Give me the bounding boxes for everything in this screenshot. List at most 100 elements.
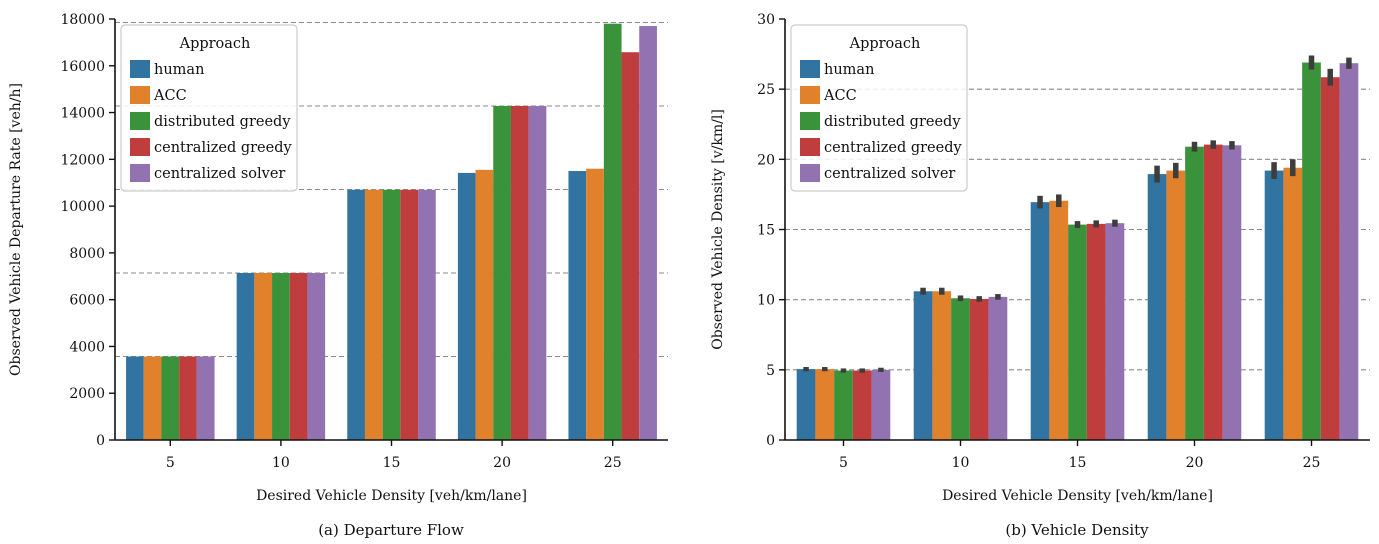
bar-centralized-greedy-15 xyxy=(1086,223,1106,440)
departure-flow-chart: 0 2000 4000 6000 8000 10000 12000 14000 16000 180… xyxy=(8,12,668,539)
bar-distributed-greedy-25 xyxy=(603,23,622,441)
y-tick-label: 4000 xyxy=(69,339,105,355)
bar-human-10 xyxy=(913,291,933,440)
y-tick-label: 14000 xyxy=(60,106,105,122)
bar-centralized-greedy-5 xyxy=(852,370,872,440)
x-tick-label: 20 xyxy=(493,455,511,471)
bar-centralized-solver-10 xyxy=(307,273,326,440)
bar-ACC-20 xyxy=(475,169,494,440)
legend-title: Approach xyxy=(179,36,251,52)
x-tick-label: 25 xyxy=(604,455,622,471)
legend-swatch xyxy=(800,112,820,130)
legend-label: human xyxy=(824,62,874,78)
bar-ACC-5 xyxy=(815,369,835,440)
y-tick-label: 30 xyxy=(757,12,775,28)
x-tick-label: 15 xyxy=(383,455,401,471)
bar-centralized-greedy-10 xyxy=(969,298,989,440)
bar-ACC-25 xyxy=(586,168,604,440)
vehicle-density-chart: 0 5 10 15 20 25 30 5 10 15 20 25 Desired Vehicle Den… xyxy=(710,12,1370,539)
bar-ACC-15 xyxy=(364,189,383,440)
legend-box xyxy=(790,24,968,192)
legend-swatch xyxy=(130,60,150,78)
bar-centralized-greedy-10 xyxy=(289,273,308,440)
y-tick-label: 12000 xyxy=(60,152,105,168)
y-tick-label: 6000 xyxy=(69,293,105,309)
bar-distributed-greedy-15 xyxy=(1068,224,1087,440)
legend-swatch xyxy=(800,86,820,104)
bar-centralized-solver-15 xyxy=(418,189,436,440)
legend-label: distributed greedy xyxy=(154,114,291,130)
bar-centralized-greedy-20 xyxy=(1203,144,1223,440)
legend-label: human xyxy=(154,62,204,78)
bar-centralized-solver-15 xyxy=(1105,223,1125,440)
x-axis-label: Desired Vehicle Density [veh/km/lane] xyxy=(942,488,1213,504)
legend-swatch xyxy=(130,112,150,130)
bar-distributed-greedy-20 xyxy=(493,106,511,441)
bar-centralized-solver-10 xyxy=(988,296,1008,440)
x-axis-label: Desired Vehicle Density [veh/km/lane] xyxy=(256,488,527,504)
y-tick-label: 16000 xyxy=(60,59,105,75)
bar-ACC-5 xyxy=(143,356,162,440)
bar-ACC-25 xyxy=(1283,167,1303,440)
bar-centralized-greedy-15 xyxy=(400,189,419,440)
figure-caption: (b) Vehicle Density xyxy=(1005,521,1149,539)
bar-human-25 xyxy=(1264,170,1284,440)
bar-ACC-10 xyxy=(932,291,952,440)
bar-centralized-solver-5 xyxy=(196,356,215,440)
y-tick-label: 10000 xyxy=(60,199,105,215)
legend-label: ACC xyxy=(153,88,187,104)
x-tick-label: 25 xyxy=(1303,455,1321,471)
bar-human-25 xyxy=(568,171,587,440)
bar-distributed-greedy-10 xyxy=(272,273,290,440)
bar-human-20 xyxy=(457,172,476,440)
bar-centralized-greedy-5 xyxy=(179,356,197,440)
bar-distributed-greedy-5 xyxy=(834,370,853,440)
bar-distributed-greedy-10 xyxy=(951,298,970,440)
legend-swatch xyxy=(800,164,820,182)
bar-distributed-greedy-5 xyxy=(161,356,180,440)
bar-centralized-solver-25 xyxy=(639,26,657,441)
legend-swatch xyxy=(130,86,150,104)
legend-label: centralized greedy xyxy=(154,140,292,156)
legend-title: Approach xyxy=(849,36,921,52)
legend-label: centralized solver xyxy=(824,166,955,182)
legend: Approach human ACC distributed greedy centra… xyxy=(790,24,968,192)
bar-distributed-greedy-20 xyxy=(1185,146,1204,440)
y-axis-label: Observed Vehicle Density [v/km/l] xyxy=(710,109,726,350)
bar-centralized-solver-25 xyxy=(1339,63,1359,441)
y-tick-label: 0 xyxy=(766,433,775,449)
bar-centralized-solver-20 xyxy=(528,106,547,441)
bar-centralized-solver-5 xyxy=(871,369,891,440)
bar-distributed-greedy-15 xyxy=(382,189,401,440)
bar-human-5 xyxy=(796,369,816,440)
x-tick-label: 5 xyxy=(166,455,175,471)
x-tick-label: 15 xyxy=(1069,455,1087,471)
bar-human-15 xyxy=(347,189,365,440)
y-tick-label: 5 xyxy=(766,363,775,379)
y-axis-label: Observed Vehicle Departure Rate [veh/h] xyxy=(8,83,24,376)
bar-human-20 xyxy=(1147,174,1167,440)
bar-human-5 xyxy=(126,356,144,440)
bar-centralized-greedy-25 xyxy=(621,52,640,441)
y-tick-label: 25 xyxy=(757,82,775,98)
x-tick-label: 20 xyxy=(1186,455,1204,471)
y-tick-label: 18000 xyxy=(60,12,105,28)
bar-ACC-15 xyxy=(1049,200,1069,440)
y-tick-label: 0 xyxy=(96,433,105,449)
legend-box xyxy=(120,24,298,192)
bar-distributed-greedy-25 xyxy=(1302,62,1321,441)
x-tick-label: 10 xyxy=(952,455,970,471)
y-tick-label: 15 xyxy=(757,223,775,239)
legend-label: distributed greedy xyxy=(824,114,961,130)
bar-human-10 xyxy=(236,273,255,440)
x-tick-label: 10 xyxy=(272,455,290,471)
bar-centralized-solver-20 xyxy=(1222,145,1242,441)
legend-label: centralized solver xyxy=(154,166,285,182)
legend-swatch xyxy=(800,138,820,156)
bar-centralized-greedy-25 xyxy=(1320,77,1340,440)
legend-swatch xyxy=(130,138,150,156)
bar-centralized-greedy-20 xyxy=(510,106,529,441)
y-tick-label: 8000 xyxy=(69,246,105,262)
bar-ACC-20 xyxy=(1166,170,1186,440)
figure-caption: (a) Departure Flow xyxy=(318,521,464,539)
